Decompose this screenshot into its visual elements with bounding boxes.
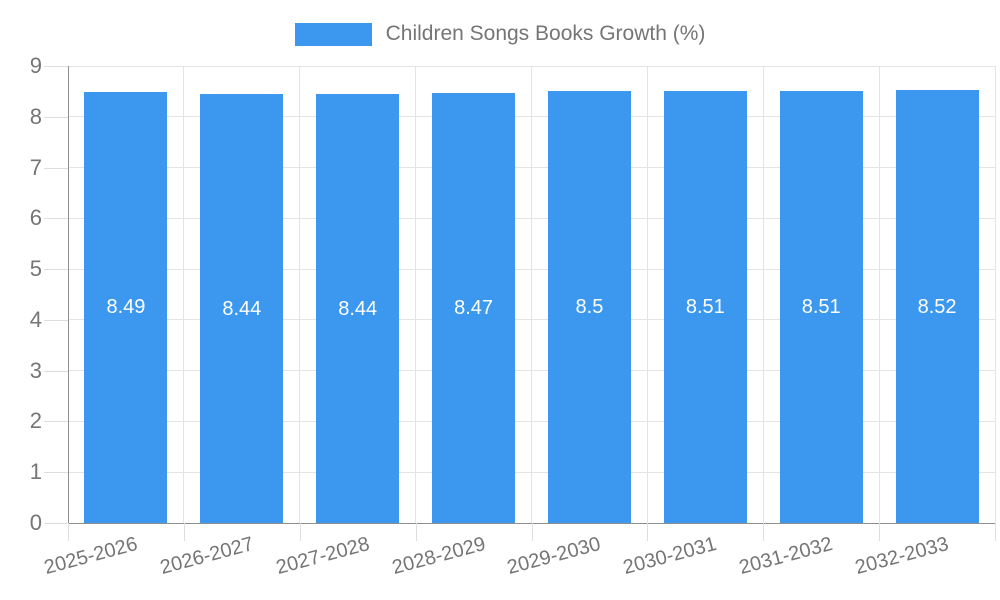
legend-label[interactable]: Children Songs Books Growth (%) (385, 22, 706, 45)
y-tick-label: 8 (29, 103, 42, 129)
v-gridline (994, 66, 996, 523)
y-tick-label: 6 (29, 205, 42, 231)
y-tick (44, 116, 68, 118)
y-tick (44, 472, 68, 474)
legend-swatch-icon[interactable] (294, 22, 372, 46)
y-tick-label: 0 (29, 510, 42, 535)
bar[interactable] (663, 90, 747, 523)
bar-value-label: 8.5 (575, 296, 604, 319)
v-gridline (762, 66, 764, 523)
v-gridline (531, 66, 532, 523)
y-tick-label: 5 (29, 256, 42, 282)
x-tick (68, 523, 69, 541)
bar-value-label: 8.49 (106, 296, 146, 319)
x-tick (995, 523, 996, 541)
bar[interactable] (432, 92, 516, 523)
y-tick (44, 269, 68, 271)
y-tick (44, 421, 68, 423)
legend[interactable]: Children Songs Books Growth (%) (0, 20, 1000, 48)
bar[interactable] (779, 90, 863, 523)
x-tick (763, 523, 765, 541)
x-tick (647, 523, 649, 541)
x-tick (299, 523, 301, 541)
bar-value-label: 8.51 (801, 295, 841, 318)
y-tick (44, 66, 68, 67)
v-gridline (878, 66, 880, 523)
y-tick-label: 4 (29, 306, 42, 332)
bar[interactable] (200, 94, 284, 523)
plot-area: 8.49 8.44 8.44 8.47 8.5 8.51 8.51 8.52 (68, 65, 996, 524)
x-tick (183, 523, 185, 541)
bar-value-label: 8.52 (917, 295, 957, 318)
y-tick-label: 9 (29, 53, 42, 78)
bar[interactable] (895, 90, 979, 523)
v-gridline (299, 66, 301, 523)
y-tick-label: 2 (29, 408, 42, 434)
y-axis-line (68, 66, 69, 523)
y-tick (44, 370, 68, 372)
x-tick (415, 523, 417, 541)
y-tick (44, 218, 68, 220)
bar-value-label: 8.51 (685, 295, 725, 318)
v-gridline (646, 66, 648, 523)
bar[interactable] (84, 91, 168, 523)
y-tick-label: 7 (29, 154, 42, 180)
bar-value-label: 8.47 (454, 296, 494, 319)
x-tick (531, 523, 533, 541)
bar[interactable] (547, 91, 631, 523)
x-tick (879, 523, 881, 541)
bar[interactable] (316, 94, 400, 523)
y-tick-label: 3 (29, 357, 42, 383)
y-tick (44, 319, 68, 321)
v-gridline (415, 66, 417, 523)
bar-value-label: 8.44 (338, 297, 378, 320)
v-gridline (183, 66, 185, 523)
y-tick (44, 523, 68, 524)
y-tick (44, 167, 68, 169)
bar-value-label: 8.44 (222, 297, 262, 320)
y-tick-label: 1 (29, 459, 42, 485)
